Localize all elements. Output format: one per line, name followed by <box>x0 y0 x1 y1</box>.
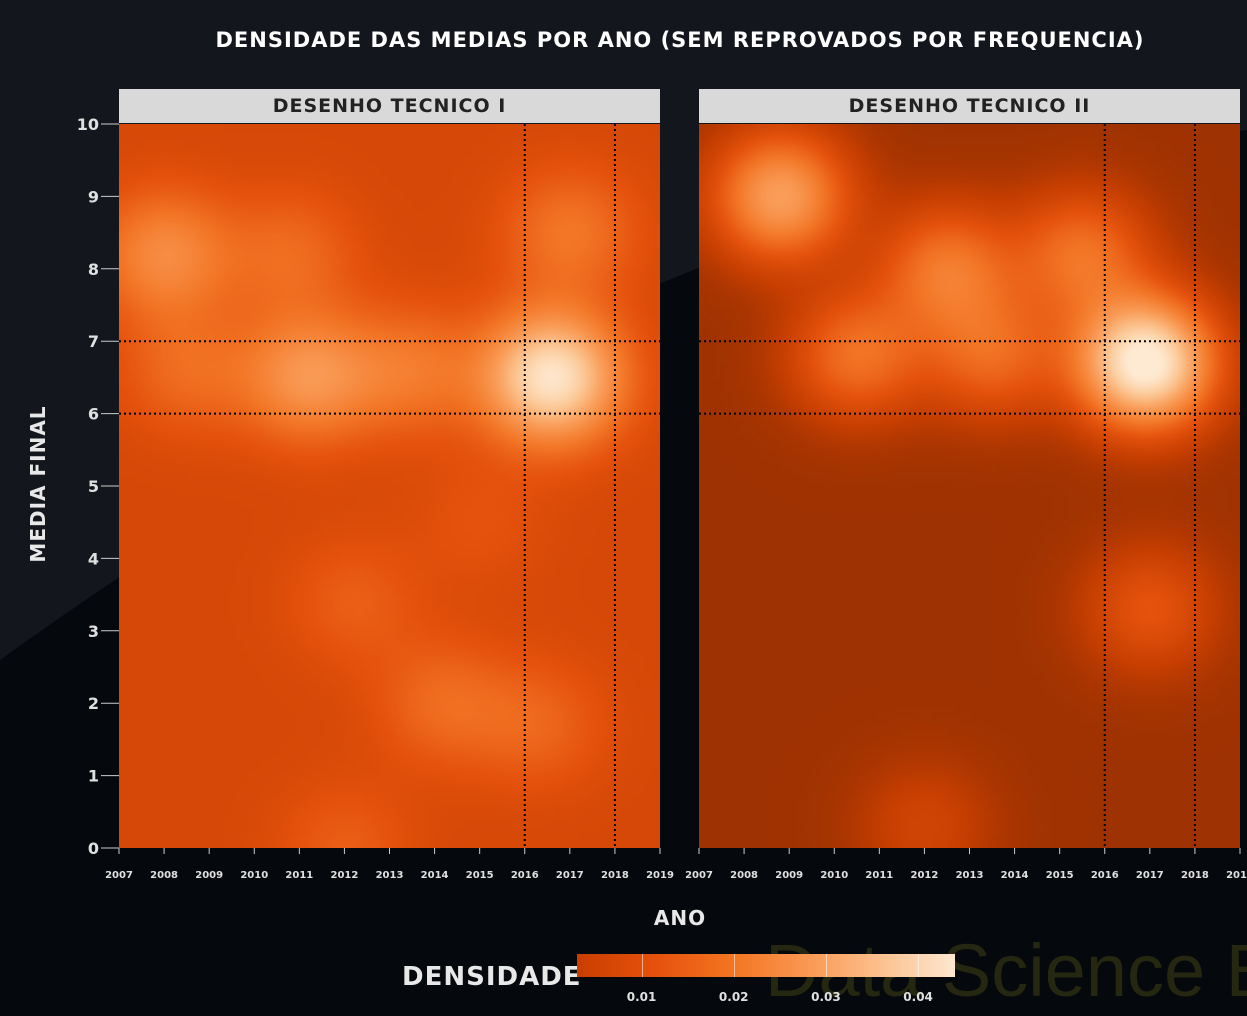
x-tick-label: 2019 <box>646 870 674 881</box>
legend-tick <box>918 954 920 977</box>
legend-tick <box>825 954 827 977</box>
x-tick-label: 2009 <box>775 870 803 881</box>
panel-strip-right: DESENHO TECNICO II <box>699 89 1240 123</box>
x-tick-label: 2014 <box>421 870 449 881</box>
density-raster-panel-2 <box>699 124 1240 848</box>
x-tick-label: 2017 <box>1136 870 1164 881</box>
y-tick-label: 4 <box>88 549 99 568</box>
y-tick-label: 5 <box>88 477 99 496</box>
legend-tick-label: 0.04 <box>903 990 933 1004</box>
x-tick-label: 2013 <box>376 870 404 881</box>
x-tick-label: 2007 <box>105 870 133 881</box>
chart-title: DENSIDADE DAS MEDIAS POR ANO (SEM REPROV… <box>215 28 1145 52</box>
x-tick-label: 2014 <box>1001 870 1029 881</box>
panel-strip-left: DESENHO TECNICO I <box>119 89 660 123</box>
x-tick-label: 2018 <box>601 870 629 881</box>
density-raster-panel-1 <box>119 124 660 848</box>
y-tick-label: 6 <box>88 405 99 424</box>
x-tick-label: 2018 <box>1181 870 1209 881</box>
legend-tick <box>733 954 735 977</box>
x-tick-label: 2012 <box>330 870 358 881</box>
legend-tick <box>641 954 643 977</box>
y-tick-label: 10 <box>77 115 99 134</box>
x-tick-label: 2017 <box>556 870 584 881</box>
x-tick-label: 2009 <box>195 870 223 881</box>
x-tick-label: 2016 <box>511 870 539 881</box>
x-tick-label: 2013 <box>956 870 984 881</box>
x-tick-label: 2008 <box>150 870 178 881</box>
x-tick-label: 2019 <box>1226 870 1247 881</box>
x-tick-label: 2011 <box>865 870 893 881</box>
y-tick-label: 8 <box>88 260 99 279</box>
x-tick-label: 2012 <box>910 870 938 881</box>
x-tick-label: 2010 <box>820 870 848 881</box>
x-tick-label: 2010 <box>240 870 268 881</box>
y-tick-label: 0 <box>88 839 99 858</box>
y-axis-label: MEDIA FINAL <box>26 405 50 563</box>
legend-colorbar <box>577 954 955 977</box>
x-tick-label: 2007 <box>685 870 713 881</box>
y-tick-label: 7 <box>88 332 99 351</box>
x-tick-label: 2008 <box>730 870 758 881</box>
y-tick-label: 9 <box>88 187 99 206</box>
y-tick-label: 2 <box>88 694 99 713</box>
legend-tick-label: 0.02 <box>718 990 749 1004</box>
legend-title: DENSIDADE <box>402 962 582 992</box>
x-tick-label: 2016 <box>1091 870 1119 881</box>
x-tick-label: 2015 <box>1046 870 1074 881</box>
y-tick-label: 1 <box>88 767 99 786</box>
legend-tick-label: 0.01 <box>626 990 657 1004</box>
x-tick-label: 2011 <box>285 870 313 881</box>
x-tick-label: 2015 <box>466 870 494 881</box>
y-tick-label: 3 <box>88 622 99 641</box>
legend-tick-label: 0.03 <box>811 990 841 1004</box>
x-axis-label: ANO <box>653 906 707 930</box>
